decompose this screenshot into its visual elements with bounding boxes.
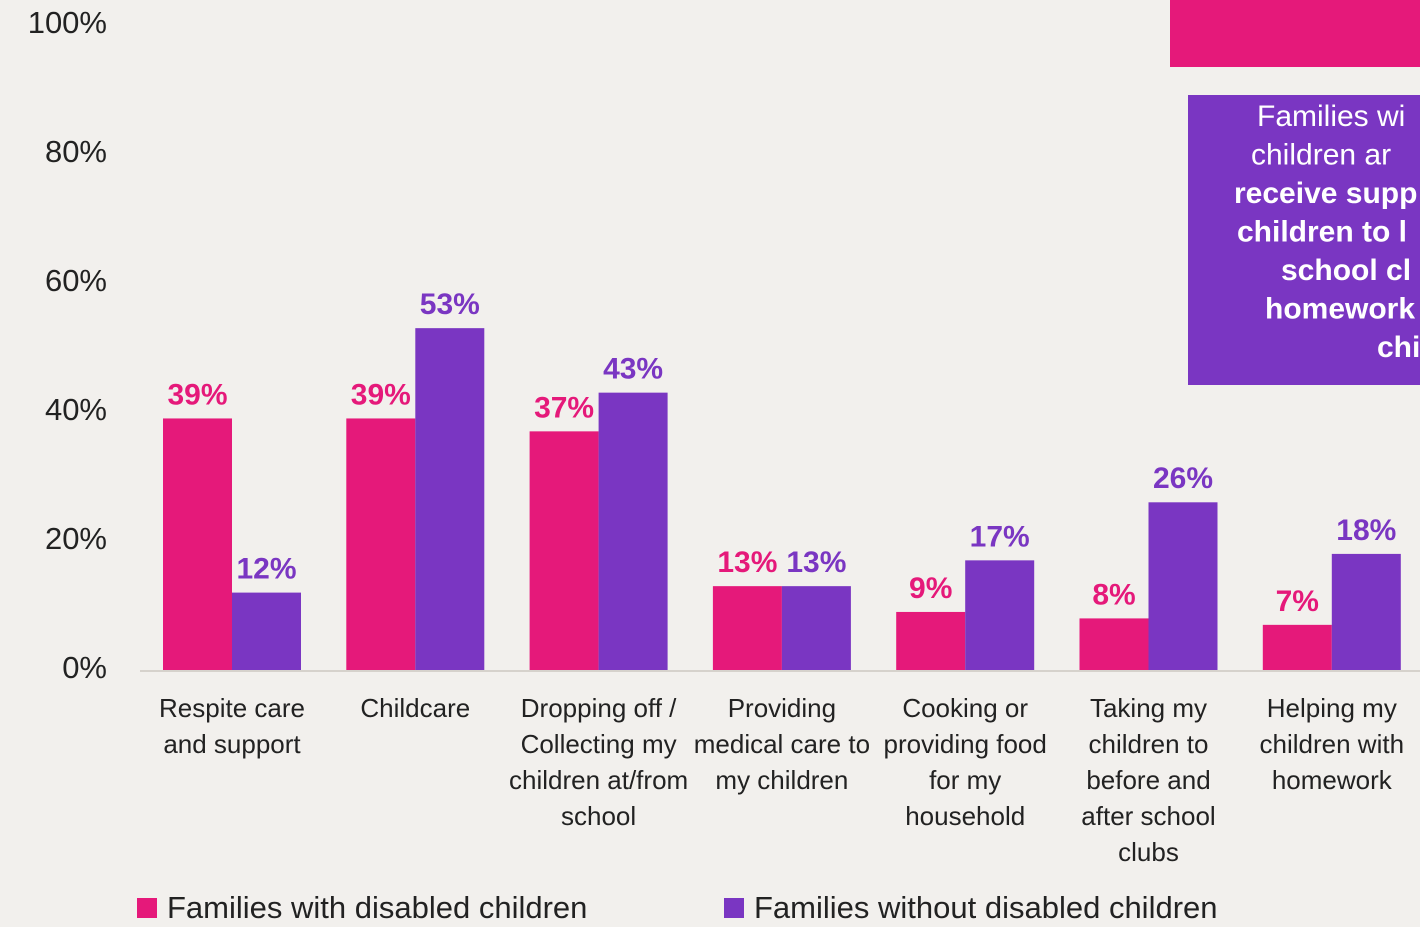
annotation-line: children to l xyxy=(1237,215,1407,248)
annotation-line: children ar xyxy=(1251,138,1391,171)
value-label: 37% xyxy=(534,391,594,424)
annotation-line: receive supp xyxy=(1234,177,1417,210)
bar xyxy=(781,586,851,670)
value-label: 8% xyxy=(1092,578,1135,611)
legend-swatch xyxy=(137,898,157,918)
bar xyxy=(965,560,1035,670)
bar xyxy=(1331,553,1401,670)
bar xyxy=(529,431,599,670)
x-tick-label: Dropping off / Collecting my children at… xyxy=(509,693,689,831)
x-tick-label: Cooking or providing food for my househo… xyxy=(883,693,1047,831)
legend-label: Families with disabled children xyxy=(167,890,588,925)
bar xyxy=(896,611,966,670)
x-tick-label: Taking my children to before and after s… xyxy=(1081,693,1216,867)
bar xyxy=(415,328,485,670)
annotation-line: school cl xyxy=(1281,254,1411,287)
x-tick-label: Helping my children with homework xyxy=(1259,693,1405,795)
bar xyxy=(232,592,301,670)
annotation-line: homework xyxy=(1265,292,1415,325)
y-tick-label: 100% xyxy=(28,5,107,40)
annotation-line: chi xyxy=(1377,331,1420,364)
legend-entry: Families with disabled children xyxy=(137,890,587,926)
y-tick-label: 20% xyxy=(45,521,107,556)
annotation-box xyxy=(1188,95,1420,385)
value-label: 18% xyxy=(1336,514,1396,547)
value-label: 9% xyxy=(909,572,952,605)
legend-entry: Families without disabled children xyxy=(724,890,1218,926)
y-tick-label: 80% xyxy=(45,134,107,169)
y-tick-label: 0% xyxy=(62,650,107,685)
value-label: 13% xyxy=(786,546,846,579)
value-label: 26% xyxy=(1153,462,1213,495)
x-tick-label: Childcare xyxy=(360,693,471,723)
annotation-line: Families wi xyxy=(1257,100,1405,133)
legend-label: Families without disabled children xyxy=(754,890,1218,925)
bar xyxy=(1262,624,1332,670)
value-label: 39% xyxy=(351,378,411,411)
bar xyxy=(1148,502,1218,670)
bar xyxy=(1079,618,1149,670)
value-label: 43% xyxy=(603,353,663,386)
x-tick-label: Respite care and support xyxy=(159,693,305,759)
y-tick-label: 60% xyxy=(45,263,107,298)
legend-swatch xyxy=(724,898,744,918)
bar xyxy=(163,418,232,670)
value-label: 12% xyxy=(236,553,296,586)
bar xyxy=(346,418,416,670)
value-label: 7% xyxy=(1276,585,1319,618)
y-tick-label: 40% xyxy=(45,392,107,427)
value-label: 53% xyxy=(420,288,480,321)
bar xyxy=(712,586,782,670)
annotation-accent xyxy=(1170,0,1420,67)
bar xyxy=(598,392,668,670)
x-tick-label: Providing medical care to my children xyxy=(693,693,871,795)
value-label: 17% xyxy=(970,520,1030,553)
value-label: 39% xyxy=(167,378,227,411)
value-label: 13% xyxy=(717,546,777,579)
